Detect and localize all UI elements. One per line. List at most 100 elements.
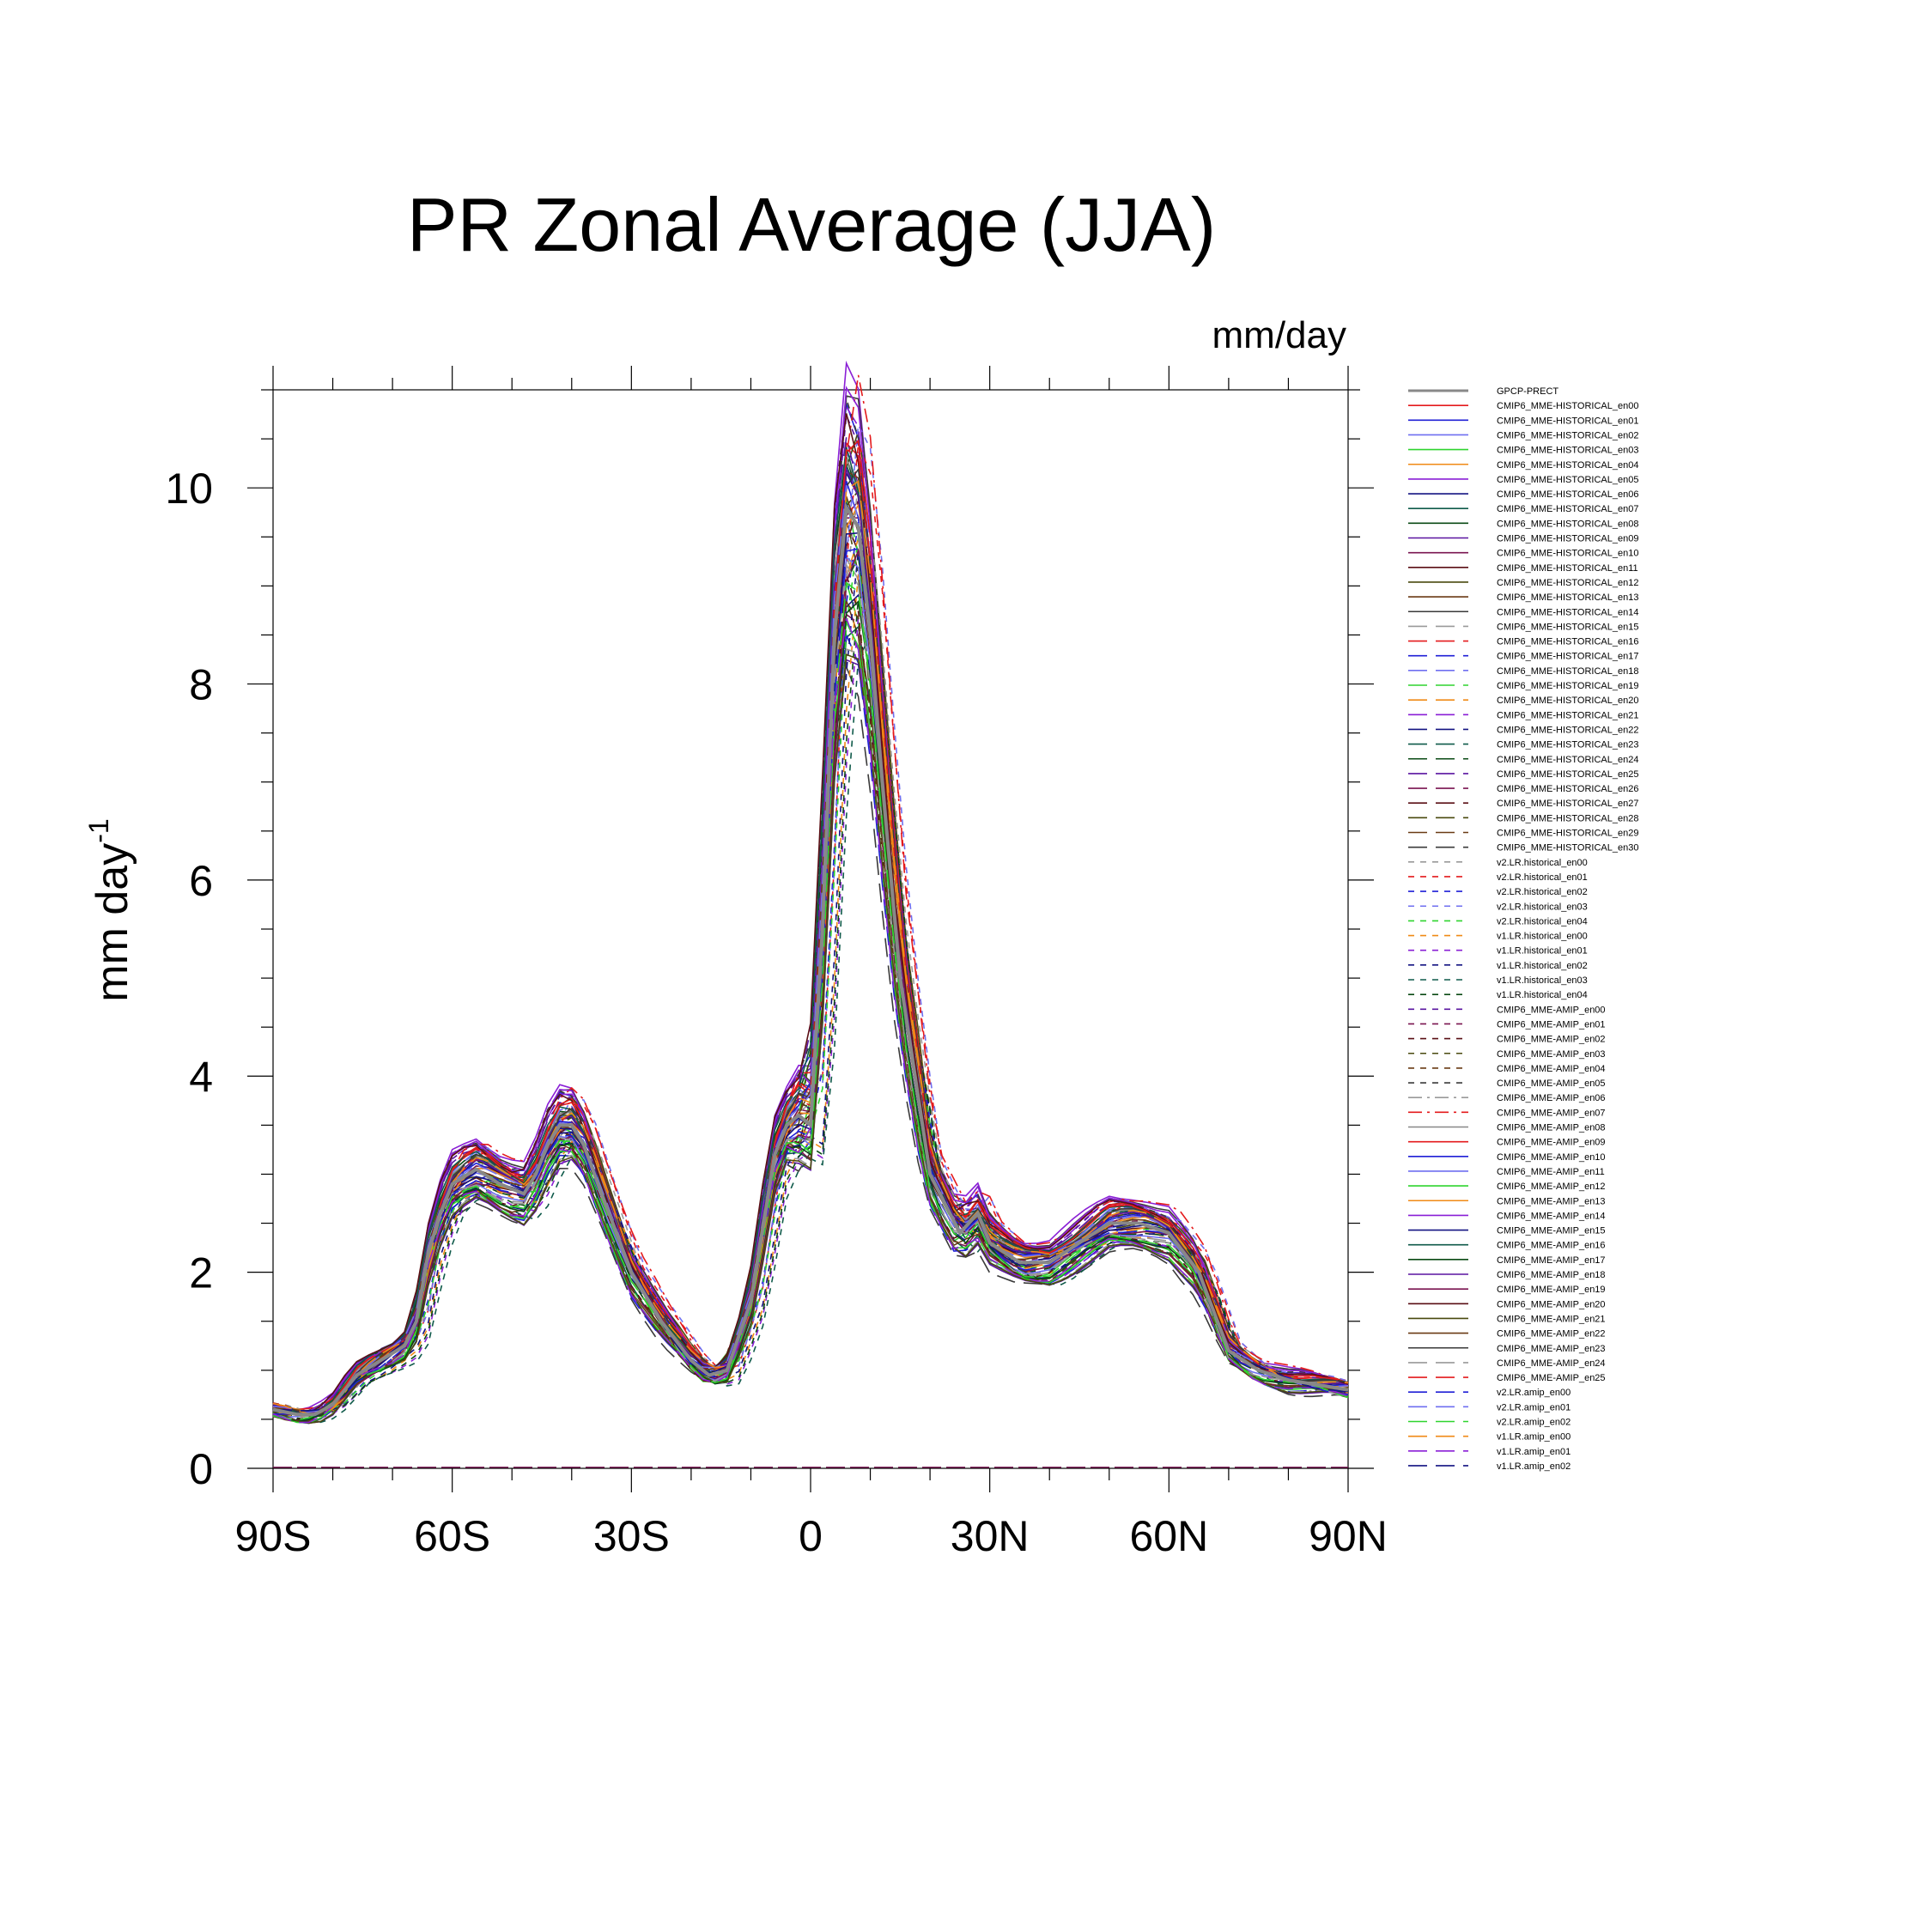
legend-entry-label: CMIP6_MME-AMIP_en09 [1497, 1138, 1606, 1148]
y-tick-label: 6 [189, 857, 213, 905]
legend-entry-label: CMIP6_MME-HISTORICAL_en04 [1497, 460, 1638, 471]
legend-entry-label: CMIP6_MME-AMIP_en16 [1497, 1241, 1606, 1251]
series-line [272, 600, 1349, 1424]
legend-entry-label: v2.LR.amip_en01 [1497, 1402, 1571, 1413]
legend-entry-label: v1.LR.amip_en02 [1497, 1461, 1571, 1472]
legend-entry-label: CMIP6_MME-AMIP_en12 [1497, 1182, 1606, 1192]
legend-entry-label: v2.LR.amip_en00 [1497, 1388, 1571, 1398]
series-line [272, 538, 1349, 1414]
legend-entry-label: CMIP6_MME-HISTORICAL_en25 [1497, 769, 1638, 780]
series-line [272, 484, 1349, 1413]
legend-entry-label: CMIP6_MME-HISTORICAL_en13 [1497, 592, 1638, 603]
legend-entry-label: CMIP6_MME-AMIP_en00 [1497, 1005, 1606, 1015]
legend-entry-label: CMIP6_MME-AMIP_en04 [1497, 1064, 1606, 1074]
legend-entry-label: CMIP6_MME-HISTORICAL_en02 [1497, 430, 1638, 440]
legend-entry-label: CMIP6_MME-HISTORICAL_en22 [1497, 725, 1638, 735]
legend-entry-label: CMIP6_MME-HISTORICAL_en28 [1497, 813, 1638, 823]
series-line [272, 361, 1349, 1412]
legend-entry-label: v2.LR.historical_en04 [1497, 916, 1588, 927]
y-axis-label-text: mm day [88, 843, 137, 1002]
legend-entry-label: CMIP6_MME-HISTORICAL_en30 [1497, 843, 1638, 854]
legend: GPCP-PRECT CMIP6_MME-HISTORICAL_en00 CMIP6… [1408, 386, 1638, 1472]
y-tick-label: 2 [189, 1249, 213, 1297]
legend-entry-label: CMIP6_MME-AMIP_en18 [1497, 1270, 1606, 1280]
chart-title: PR Zonal Average (JJA) [407, 182, 1216, 267]
series-line [272, 556, 1349, 1419]
legend-entry-label: CMIP6_MME-AMIP_en22 [1497, 1329, 1606, 1340]
legend-entry-label: CMIP6_MME-HISTORICAL_en07 [1497, 504, 1638, 514]
x-tick-label: 90S [235, 1512, 312, 1560]
series-line [272, 592, 1349, 1419]
x-tick-label: 0 [799, 1512, 823, 1560]
x-tick-label: 60N [1129, 1512, 1208, 1560]
legend-entry-label: CMIP6_MME-AMIP_en25 [1497, 1373, 1606, 1383]
legend-entry-label: CMIP6_MME-HISTORICAL_en23 [1497, 740, 1638, 750]
series-line [272, 548, 1349, 1415]
series-line [272, 415, 1349, 1415]
legend-entry-label: CMIP6_MME-AMIP_en15 [1497, 1226, 1606, 1236]
series-line [272, 573, 1349, 1417]
legend-entry-label: CMIP6_MME-HISTORICAL_en05 [1497, 475, 1638, 485]
legend-entry-label: v2.LR.historical_en00 [1497, 858, 1588, 868]
x-tick-label: 90N [1309, 1512, 1388, 1560]
y-tick-label: 4 [189, 1053, 213, 1101]
plot-area: 90S 60S 30S 0 30N 60N 90N 0 2 4 6 8 10 [165, 361, 1388, 1560]
legend-entry-label: CMIP6_MME-HISTORICAL_en08 [1497, 519, 1638, 529]
y-tick-label: 0 [189, 1445, 213, 1493]
legend-entry-label: CMIP6_MME-AMIP_en13 [1497, 1196, 1606, 1206]
legend-entry-label: v2.LR.historical_en03 [1497, 902, 1588, 912]
series-line [272, 556, 1349, 1418]
legend-entry-label: CMIP6_MME-AMIP_en05 [1497, 1078, 1606, 1089]
series-line [272, 581, 1349, 1421]
reference-series-line [272, 501, 1349, 1417]
x-tick-label: 30S [593, 1512, 670, 1560]
units-label: mm/day [1212, 314, 1346, 356]
series-line [272, 549, 1349, 1416]
legend-entry-label: CMIP6_MME-HISTORICAL_en24 [1497, 755, 1638, 765]
legend-entry-label: CMIP6_MME-AMIP_en06 [1497, 1093, 1606, 1103]
legend-entry-label: v1.LR.historical_en02 [1497, 961, 1588, 971]
legend-entry-label: v2.LR.historical_en02 [1497, 887, 1588, 897]
legend-entry-label: v2.LR.historical_en01 [1497, 872, 1588, 883]
legend-entry-label: CMIP6_MME-HISTORICAL_en29 [1497, 829, 1638, 839]
legend-entry-label: CMIP6_MME-HISTORICAL_en27 [1497, 799, 1638, 809]
legend-entry-label: CMIP6_MME-HISTORICAL_en16 [1497, 637, 1638, 647]
legend-entry-label: v1.LR.historical_en03 [1497, 975, 1588, 986]
legend-entry-label: GPCP-PRECT [1497, 386, 1558, 397]
legend-entry-label: CMIP6_MME-AMIP_en11 [1497, 1167, 1605, 1177]
legend-entry-label: CMIP6_MME-AMIP_en20 [1497, 1299, 1606, 1309]
legend-entry-label: CMIP6_MME-AMIP_en01 [1497, 1019, 1606, 1030]
legend-entry-label: v1.LR.amip_en01 [1497, 1447, 1571, 1457]
legend-entry-label: CMIP6_MME-AMIP_en17 [1497, 1255, 1606, 1266]
legend-entry-label: CMIP6_MME-AMIP_en21 [1497, 1314, 1606, 1324]
legend-entry-label: CMIP6_MME-HISTORICAL_en17 [1497, 652, 1638, 662]
legend-entry-label: CMIP6_MME-HISTORICAL_en14 [1497, 607, 1638, 617]
legend-entry-label: CMIP6_MME-AMIP_en24 [1497, 1358, 1606, 1369]
x-tick-label: 30N [951, 1512, 1030, 1560]
legend-entry-label: CMIP6_MME-AMIP_en08 [1497, 1123, 1606, 1133]
legend-entry-label: CMIP6_MME-HISTORICAL_en09 [1497, 534, 1638, 544]
y-axis-label: mm day-1 [83, 818, 137, 1001]
legend-entry-label: v1.LR.amip_en00 [1497, 1432, 1571, 1443]
legend-entry-label: CMIP6_MME-HISTORICAL_en26 [1497, 784, 1638, 794]
legend-entry-label: CMIP6_MME-HISTORICAL_en03 [1497, 446, 1638, 456]
legend-entry-label: CMIP6_MME-HISTORICAL_en00 [1497, 401, 1638, 411]
legend-entry-label: CMIP6_MME-HISTORICAL_en18 [1497, 666, 1638, 677]
legend-entry-label: CMIP6_MME-HISTORICAL_en19 [1497, 681, 1638, 691]
legend-entry-label: CMIP6_MME-AMIP_en07 [1497, 1108, 1606, 1118]
legend-entry-label: v1.LR.historical_en01 [1497, 946, 1588, 957]
legend-entry-label: v2.LR.amip_en02 [1497, 1418, 1571, 1428]
legend-entry-label: CMIP6_MME-HISTORICAL_en06 [1497, 489, 1638, 500]
series-line [272, 653, 1349, 1425]
series-line [272, 574, 1349, 1420]
series-line [272, 562, 1349, 1419]
legend-entry-label: CMIP6_MME-AMIP_en03 [1497, 1049, 1606, 1060]
legend-entry-label: CMIP6_MME-AMIP_en14 [1497, 1211, 1606, 1221]
series-line [272, 547, 1349, 1417]
legend-entry-label: CMIP6_MME-HISTORICAL_en21 [1497, 710, 1638, 720]
x-tick-label: 60S [414, 1512, 490, 1560]
legend-entry-label: CMIP6_MME-AMIP_en23 [1497, 1344, 1606, 1354]
legend-entry-label: v1.LR.historical_en00 [1497, 932, 1588, 942]
